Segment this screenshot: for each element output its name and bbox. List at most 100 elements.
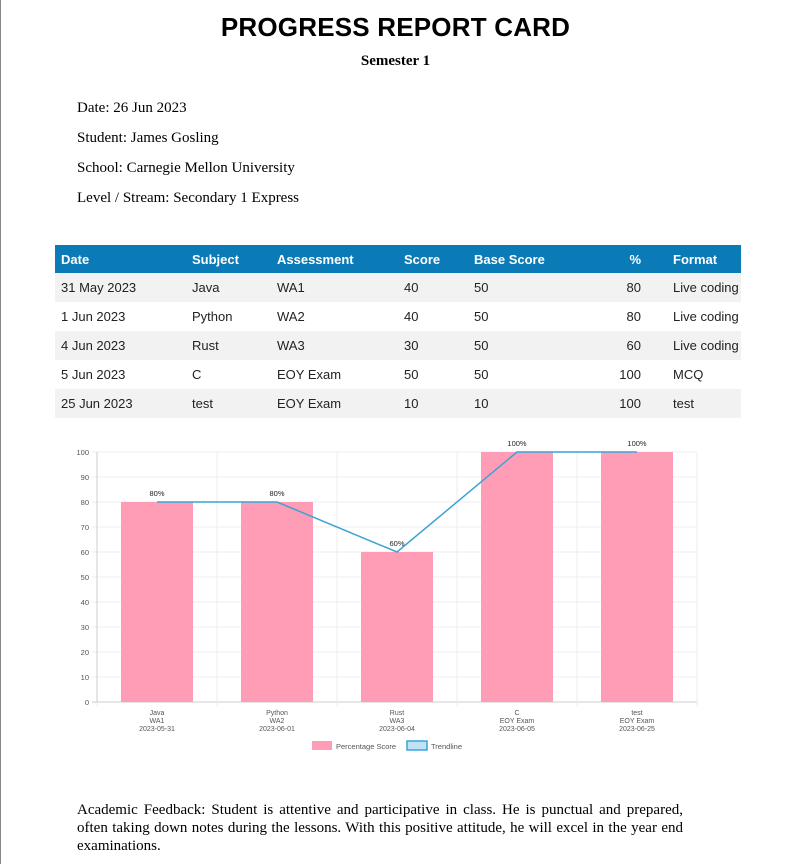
cell-format: Live coding	[641, 331, 741, 360]
x-tick-label: Python	[266, 710, 288, 717]
y-tick-label: 40	[81, 598, 89, 607]
cell-score: 40	[404, 302, 474, 331]
table-row: 5 Jun 2023 C EOY Exam 50 50 100 MCQ	[55, 360, 741, 389]
y-tick-label: 10	[81, 673, 89, 682]
cell-date: 25 Jun 2023	[55, 389, 192, 418]
cell-base-score: 50	[474, 273, 592, 302]
cell-base-score: 50	[474, 331, 592, 360]
y-tick-label: 30	[81, 623, 89, 632]
cell-format: Live coding	[641, 273, 741, 302]
bar-percentage-score	[241, 502, 313, 702]
y-tick-label: 20	[81, 648, 89, 657]
table-row: 1 Jun 2023 Python WA2 40 50 80 Live codi…	[55, 302, 741, 331]
x-tick-label: 2023-06-25	[619, 726, 655, 733]
legend-label-percentage-score: Percentage Score	[336, 742, 396, 751]
column-header-subject: Subject	[192, 245, 277, 273]
data-label: 80%	[269, 489, 284, 498]
x-tick-label: EOY Exam	[620, 718, 655, 725]
y-tick-label: 0	[85, 698, 89, 707]
x-tick-label: 2023-06-05	[499, 726, 535, 733]
report-subtitle: Semester 1	[360, 53, 431, 69]
column-header-assessment: Assessment	[277, 245, 404, 273]
cell-subject: Rust	[192, 331, 277, 360]
column-header-date: Date	[55, 245, 192, 273]
cell-score: 10	[404, 389, 474, 418]
bar-percentage-score	[361, 552, 433, 702]
cell-percent: 100	[592, 389, 641, 418]
report-date: Date: 26 Jun 2023	[77, 100, 187, 116]
cell-base-score: 50	[474, 302, 592, 331]
cell-score: 50	[404, 360, 474, 389]
column-header-score: Score	[404, 245, 474, 273]
cell-date: 1 Jun 2023	[55, 302, 192, 331]
x-tick-label: WA1	[150, 718, 165, 725]
report-title: PROGRESS REPORT CARD	[220, 12, 571, 42]
cell-subject: Python	[192, 302, 277, 331]
y-tick-label: 100	[76, 448, 89, 457]
cell-format: Live coding	[641, 302, 741, 331]
cell-date: 4 Jun 2023	[55, 331, 192, 360]
cell-date: 5 Jun 2023	[55, 360, 192, 389]
legend-swatch-trendline	[406, 740, 428, 751]
column-header-percent: %	[592, 245, 641, 273]
cell-assessment: EOY Exam	[277, 360, 404, 389]
x-tick-label: 2023-05-31	[139, 726, 175, 733]
student-name: Student: James Gosling	[77, 130, 219, 146]
table-row: 25 Jun 2023 test EOY Exam 10 10 100 test	[55, 389, 741, 418]
data-label: 60%	[389, 539, 404, 548]
data-label: 100%	[507, 439, 527, 448]
academic-feedback: Academic Feedback: Student is attentive …	[77, 802, 683, 854]
y-tick-label: 50	[81, 573, 89, 582]
cell-assessment: EOY Exam	[277, 389, 404, 418]
cell-assessment: WA1	[277, 273, 404, 302]
y-tick-label: 90	[81, 473, 89, 482]
cell-base-score: 10	[474, 389, 592, 418]
cell-percent: 80	[592, 273, 641, 302]
cell-base-score: 50	[474, 360, 592, 389]
bar-percentage-score	[121, 502, 193, 702]
cell-format: MCQ	[641, 360, 741, 389]
student-info: Date: 26 Jun 2023 Student: James Gosling…	[77, 99, 299, 219]
x-tick-label: C	[514, 710, 519, 717]
cell-date: 31 May 2023	[55, 273, 192, 302]
cell-subject: Java	[192, 273, 277, 302]
legend-swatch-percentage-score	[312, 741, 332, 750]
x-tick-label: Java	[150, 710, 165, 717]
table-row: 31 May 2023 Java WA1 40 50 80 Live codin…	[55, 273, 741, 302]
cell-subject: C	[192, 360, 277, 389]
data-label: 80%	[149, 489, 164, 498]
page-left-border	[0, 0, 1, 864]
cell-assessment: WA2	[277, 302, 404, 331]
data-label: 100%	[627, 439, 647, 448]
x-tick-label: test	[631, 710, 642, 717]
y-tick-label: 70	[81, 523, 89, 532]
column-header-base-score: Base Score	[474, 245, 592, 273]
x-tick-label: Rust	[390, 710, 404, 717]
trendline	[157, 451, 637, 553]
table-row: 4 Jun 2023 Rust WA3 30 50 60 Live coding	[55, 331, 741, 360]
grades-table: Date Subject Assessment Score Base Score…	[55, 245, 741, 418]
cell-percent: 60	[592, 331, 641, 360]
x-tick-label: WA3	[390, 718, 405, 725]
x-tick-label: WA2	[270, 718, 285, 725]
school-name: School: Carnegie Mellon University	[77, 160, 295, 176]
table-header-row: Date Subject Assessment Score Base Score…	[55, 245, 741, 273]
cell-percent: 100	[592, 360, 641, 389]
column-header-format: Format	[641, 245, 741, 273]
progress-chart: 0 10 20 30 40 50 60 70 80 90 100 80% 80% 60% 100% 100% J…	[76, 439, 698, 751]
level-stream: Level / Stream: Secondary 1 Express	[77, 190, 300, 206]
cell-subject: test	[192, 389, 277, 418]
y-tick-label: 60	[81, 548, 89, 557]
bar-percentage-score	[601, 452, 673, 702]
cell-percent: 80	[592, 302, 641, 331]
cell-score: 30	[404, 331, 474, 360]
cell-assessment: WA3	[277, 331, 404, 360]
cell-format: test	[641, 389, 741, 418]
x-tick-label: 2023-06-04	[379, 726, 415, 733]
y-tick-label: 80	[81, 498, 89, 507]
cell-score: 40	[404, 273, 474, 302]
x-tick-label: 2023-06-01	[259, 726, 295, 733]
legend-label-trendline: Trendline	[431, 742, 462, 751]
x-tick-label: EOY Exam	[500, 718, 535, 725]
bar-percentage-score	[481, 452, 553, 702]
